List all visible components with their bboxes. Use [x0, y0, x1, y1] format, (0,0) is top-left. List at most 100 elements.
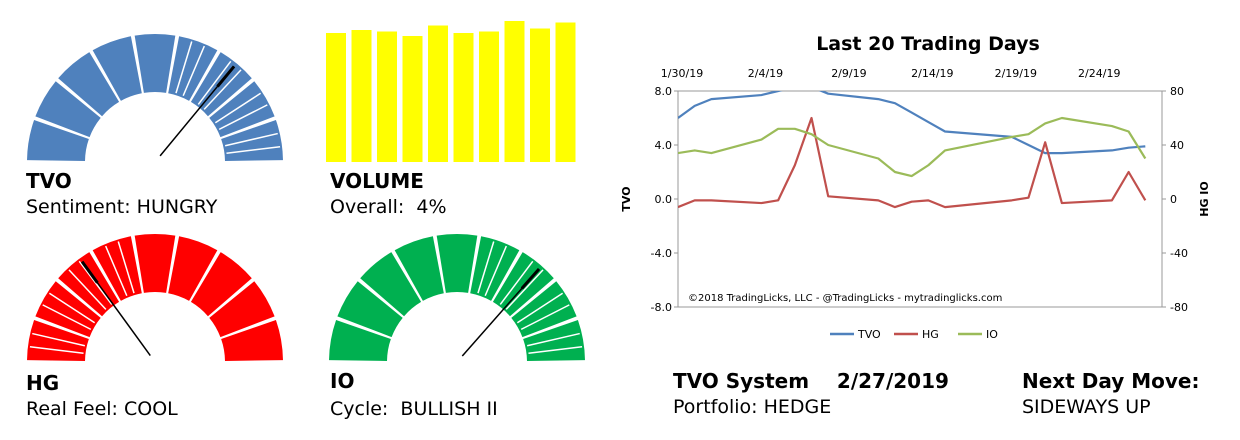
series-line-tvo	[678, 91, 1146, 155]
io-gauge-segment-detail	[505, 269, 544, 310]
tvo-sentiment-value: HUNGRY	[136, 196, 218, 218]
tvo-gauge-segment	[27, 120, 89, 161]
tvo-panel	[20, 30, 290, 170]
hg-panel	[20, 230, 290, 370]
hg-realfeel-label: Real Feel:	[26, 398, 118, 420]
volume-bar	[428, 25, 448, 162]
hg-gauge	[27, 234, 283, 361]
hg-gauge-segment	[27, 320, 89, 361]
hg-gauge-segment	[92, 236, 142, 301]
io-gauge-segment-detail	[499, 260, 534, 305]
chart-title: Last 20 Trading Days	[816, 33, 1040, 55]
volume-bar	[555, 22, 576, 162]
y-right-tick-label: -80	[1170, 301, 1188, 314]
x-tick-label: 1/30/19	[661, 67, 703, 80]
tvo-gauge-segment	[134, 34, 176, 93]
y-right-tick-label: 80	[1170, 85, 1184, 98]
hg-gauge-segment-detail	[78, 260, 113, 305]
hg-gauge-segment-detail	[29, 346, 84, 355]
tvo-sentiment: Sentiment: HUNGRY	[26, 196, 217, 218]
system-header: TVO System 2/27/2019	[673, 370, 949, 392]
tvo-gauge-segment	[35, 81, 101, 138]
y-left-tick-label: 8.0	[655, 85, 673, 98]
volume-overall-value: 4%	[416, 196, 447, 218]
tvo-gauge-segment-detail	[203, 69, 242, 110]
hg-gauge-segment	[58, 252, 120, 317]
io-gauge-segment-detail	[520, 304, 570, 331]
hg-gauge-segment-detail	[104, 245, 128, 297]
system-portfolio: Portfolio: HEDGE	[673, 396, 831, 418]
x-tick-label: 2/24/19	[1078, 67, 1120, 80]
chart-annotation: ©2018 TradingLicks, LLC - @TradingLicks …	[688, 293, 1002, 304]
hg-gauge-segment-detail	[42, 304, 92, 331]
io-gauge-segment	[492, 252, 554, 317]
io-gauge-segment-detail	[484, 245, 508, 297]
y-left-tick-label: 4.0	[655, 139, 673, 152]
hg-gauge-needle-tip	[80, 260, 99, 284]
tvo-gauge	[27, 34, 283, 161]
volume-bar	[326, 33, 346, 162]
volume-bar	[479, 31, 499, 162]
tvo-gauge-segment-detail	[175, 41, 193, 94]
io-gauge	[329, 234, 585, 361]
volume-bar	[377, 31, 397, 162]
hg-gauge-segment-detail	[32, 332, 86, 347]
tvo-gauge-segment	[92, 36, 142, 101]
tvo-gauge-segment-detail	[226, 146, 281, 155]
series-line-hg	[678, 116, 1147, 209]
hg-gauge-segment	[168, 236, 218, 301]
volume-bars	[326, 21, 576, 162]
io-gauge-segment-detail	[526, 332, 580, 347]
next-day-title: Next Day Move:	[1022, 369, 1200, 393]
tvo-gauge-segment	[168, 36, 218, 101]
hg-gauge-segment	[221, 320, 283, 361]
volume-bar	[453, 33, 474, 162]
io-panel	[322, 230, 592, 370]
io-gauge-segment	[337, 281, 403, 338]
hg-gauge-segment-detail	[48, 292, 96, 324]
hg-realfeel-value: COOL	[124, 398, 178, 420]
tvo-gauge-needle-tip	[216, 65, 236, 88]
next-day-value: SIDEWAYS UP	[1022, 396, 1151, 418]
volume-panel	[320, 12, 580, 166]
series-line-io	[678, 116, 1147, 178]
tvo-gauge-segment-detail	[218, 104, 268, 131]
legend-label-tvo: TVO	[857, 328, 881, 341]
hg-gauge-segment-detail	[68, 269, 107, 310]
io-gauge-segment	[523, 320, 585, 361]
x-tick-label: 2/14/19	[911, 67, 953, 80]
x-tick-label: 2/19/19	[995, 67, 1037, 80]
volume-title: VOLUME	[330, 169, 424, 193]
y-right-tick-label: 0	[1170, 193, 1177, 206]
y-left-tick-label: -4.0	[651, 247, 672, 260]
y-left-tick-label: -8.0	[651, 301, 672, 314]
io-gauge-segment	[436, 234, 478, 293]
y-right-tick-label: 40	[1170, 139, 1184, 152]
io-gauge-segment-detail	[528, 346, 583, 355]
system-title: TVO System	[673, 369, 810, 393]
tvo-gauge-segment-detail	[182, 45, 206, 97]
y-right-axis-label: HG IO	[1198, 181, 1211, 217]
legend-label-hg: HG	[922, 328, 939, 341]
tvo-gauge-segment-detail	[224, 132, 278, 147]
y-right-tick-label: -40	[1170, 247, 1188, 260]
trading-days-chart: Last 20 Trading Days 8.0 4.0 0.0 -4.0 -8.0 80 4…	[620, 33, 1211, 341]
tvo-gauge-segment-detail	[197, 60, 232, 105]
x-tick-label: 2/9/19	[831, 67, 866, 80]
volume-bar	[504, 21, 525, 162]
io-cycle: Cycle: BULLISH II	[330, 398, 498, 420]
tvo-gauge-segment	[58, 52, 120, 117]
volume-overall-label: Overall:	[330, 196, 405, 218]
volume-bar	[402, 36, 423, 162]
hg-realfeel: Real Feel: COOL	[26, 398, 178, 420]
tvo-gauge-segment	[221, 120, 283, 161]
io-cycle-value: BULLISH II	[400, 398, 498, 420]
y-left-tick-label: 0.0	[655, 193, 673, 206]
hg-gauge-segment-detail	[117, 241, 135, 294]
volume-overall: Overall: 4%	[330, 196, 447, 218]
io-gauge-segment-detail	[477, 241, 495, 294]
io-cycle-label: Cycle:	[330, 398, 389, 420]
hg-gauge-segment	[134, 234, 176, 293]
io-gauge-segment	[360, 252, 422, 317]
hg-gauge-segment	[209, 281, 275, 338]
